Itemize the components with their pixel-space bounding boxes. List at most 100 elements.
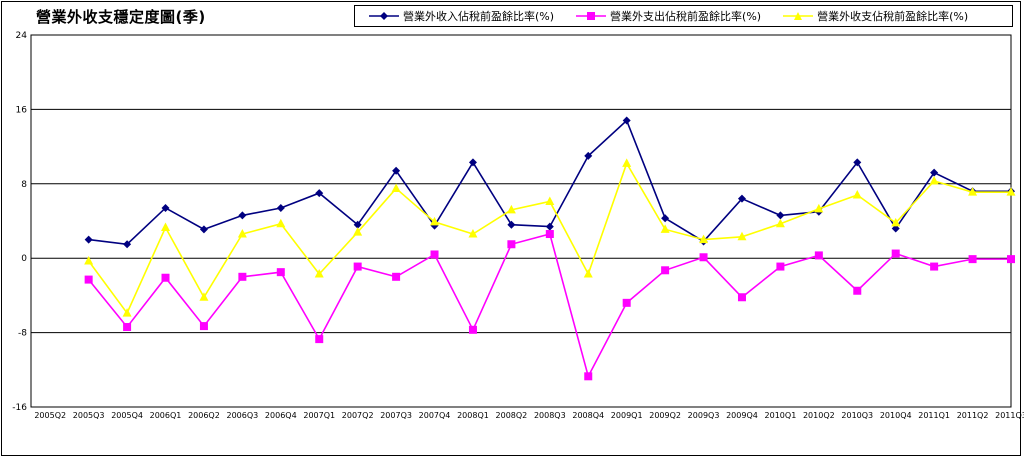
data-point [238,211,247,220]
data-point [122,308,132,317]
data-point [661,214,670,223]
series-1 [84,230,1015,381]
x-tick-label: 2010Q2 [803,411,835,420]
data-point [930,168,939,177]
data-point [622,158,632,167]
y-tick-label: 0 [21,254,27,264]
x-tick-label: 2011Q3 [995,411,1024,420]
y-axis: 24 16 8 0 -8 -16 [12,31,27,413]
x-tick-label: 2011Q2 [957,411,989,420]
data-point [392,272,401,281]
data-point [930,262,939,271]
x-tick-label: 2008Q4 [572,411,604,420]
data-point [776,211,785,220]
data-point [468,325,477,334]
data-point [968,187,978,196]
data-point [199,292,209,301]
legend-label-expense: 營業外支出佔稅前盈餘比率(%) [610,10,762,23]
y-tick-label: -16 [12,403,27,413]
y-tick-label: 16 [16,105,28,115]
x-tick-label: 2007Q4 [419,411,451,420]
x-tick-label: 2009Q4 [726,411,758,420]
data-point [584,151,593,160]
data-point [468,158,477,167]
data-point [814,203,824,213]
chart-title: 營業外收支穩定度圖(季) [36,8,206,26]
data-point [968,255,977,264]
data-point [391,183,401,192]
data-point [276,268,285,277]
data-point [584,372,593,381]
x-tick-label: 2005Q3 [73,411,105,420]
data-point [506,204,516,214]
data-point [315,189,324,198]
data-point [161,273,170,282]
data-point [84,255,94,265]
x-tick-label: 2009Q1 [611,411,643,420]
x-tick-label: 2008Q2 [496,411,528,420]
x-tick-label: 2006Q4 [265,411,297,420]
plot-area [30,34,1012,408]
series-lines [84,116,1016,381]
data-point [507,220,516,229]
x-tick-label: 2010Q4 [880,411,912,420]
data-point [853,158,862,167]
data-point [776,262,785,271]
data-point [583,269,593,278]
x-tick-label: 2006Q1 [150,411,182,420]
x-tick-label: 2009Q3 [688,411,720,420]
data-point [199,322,208,331]
data-point [238,272,247,281]
x-tick-label: 2006Q2 [188,411,220,420]
data-point [84,275,93,284]
data-point [775,218,785,228]
x-tick-label: 2009Q2 [649,411,681,420]
data-point [315,335,324,344]
data-point [123,240,132,249]
data-point [314,269,324,278]
data-point [353,227,363,236]
x-tick-label: 2008Q3 [534,411,566,420]
data-point [161,203,170,212]
data-point [737,231,747,241]
data-point [891,224,900,233]
legend-item-income: 營業外收入佔稅前盈餘比率(%) [369,8,554,24]
data-point [622,116,631,125]
x-tick-label: 2005Q2 [34,411,66,420]
data-point [699,253,708,262]
data-point [699,234,709,244]
y-tick-label: 24 [16,31,28,41]
data-point [891,217,901,227]
chart-legend: 營業外收入佔稅前盈餘比率(%) 營業外支出佔稅前盈餘比率(%) 營業外收支佔稅前… [354,5,1013,27]
y-tick-label: -8 [18,329,27,339]
data-point [237,229,247,238]
legend-item-net: 營業外收支佔稅前盈餘比率(%) [783,8,968,24]
legend-label-net: 營業外收支佔稅前盈餘比率(%) [817,10,969,23]
series-0 [84,116,1015,249]
data-point [84,235,93,244]
data-point [468,229,478,238]
legend-label-income: 營業外收入佔稅前盈餘比率(%) [403,10,555,23]
x-tick-label: 2010Q3 [841,411,873,420]
data-point [661,266,670,275]
x-tick-label: 2007Q2 [342,411,374,420]
data-point [737,293,746,302]
y-tick-label: 8 [21,180,27,190]
x-tick-label: 2005Q4 [111,411,143,420]
data-point [276,203,285,212]
data-point [507,240,516,249]
x-tick-label: 2006Q3 [226,411,258,420]
legend-swatch-income [369,12,399,20]
x-tick-label: 2011Q1 [918,411,950,420]
x-axis: 2005Q2 2005Q3 2005Q4 2006Q1 2006Q2 2006Q3 2006… [34,411,1024,420]
data-point [814,251,823,260]
legend-item-expense: 營業外支出佔稅前盈餘比率(%) [576,8,761,24]
data-point [737,194,746,203]
data-point [853,286,862,295]
gridlines [31,108,1011,334]
data-point [161,222,171,232]
x-tick-label: 2007Q1 [303,411,335,420]
data-point [545,196,555,205]
data-point [430,216,440,226]
